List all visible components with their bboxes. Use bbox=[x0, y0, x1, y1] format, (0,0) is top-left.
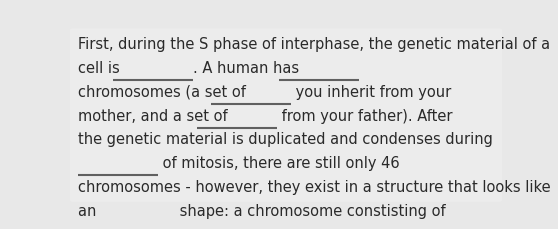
Text: from your father). After: from your father). After bbox=[277, 108, 453, 123]
Text: an: an bbox=[78, 203, 100, 218]
Text: . A human has: . A human has bbox=[194, 60, 304, 75]
Text: mother, and a set of: mother, and a set of bbox=[78, 108, 232, 123]
Text: chromosomes - however, they exist in a structure that looks like: chromosomes - however, they exist in a s… bbox=[78, 180, 550, 194]
FancyBboxPatch shape bbox=[70, 29, 502, 202]
Text: .: . bbox=[325, 227, 329, 229]
Text: chromosomes (a set of: chromosomes (a set of bbox=[78, 84, 250, 99]
Text: First, during the S phase of interphase, the genetic material of a: First, during the S phase of interphase,… bbox=[78, 37, 550, 52]
Text: shape: a chromosome constisting of: shape: a chromosome constisting of bbox=[175, 203, 446, 218]
Text: you inherit from your: you inherit from your bbox=[291, 84, 451, 99]
Text: of mitosis, there are still only 46: of mitosis, there are still only 46 bbox=[157, 156, 399, 171]
Text: cell is: cell is bbox=[78, 60, 124, 75]
Text: the genetic material is duplicated and condenses during: the genetic material is duplicated and c… bbox=[78, 132, 492, 147]
